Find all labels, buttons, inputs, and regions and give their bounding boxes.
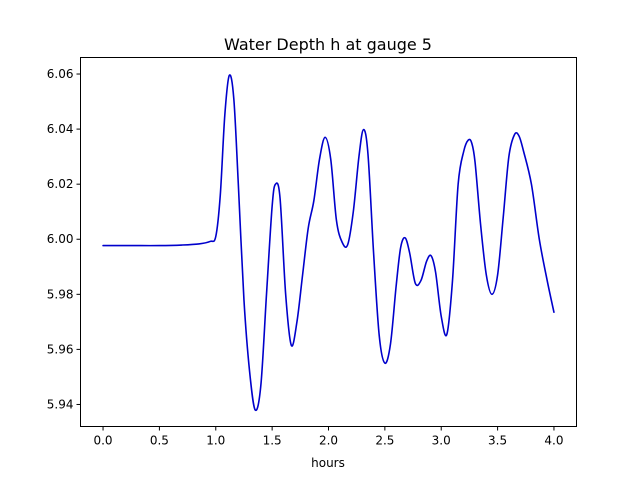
x-tick-label: 3.0	[432, 434, 451, 448]
x-tick-label: 0.5	[150, 434, 169, 448]
y-tick-label: 6.00	[47, 232, 74, 246]
x-tick-label: 3.5	[488, 434, 507, 448]
x-tick-label: 2.5	[375, 434, 394, 448]
series-line	[102, 74, 555, 412]
x-axis-label: hours	[311, 456, 345, 470]
x-tick-label: 4.0	[544, 434, 563, 448]
x-axis-ticks: 0.0 0.5 1.0 1.5 2.0 2.5 3.0 3.5 4.0	[93, 426, 564, 448]
y-tick-label: 5.98	[47, 287, 74, 301]
x-tick-label: 2.0	[319, 434, 338, 448]
y-axis-ticks: 5.94 5.96 5.98 6.00 6.02 6.04 6.06	[47, 67, 81, 411]
x-tick-label: 1.5	[263, 434, 282, 448]
plot-area-frame	[80, 57, 577, 427]
y-tick-label: 5.96	[47, 342, 74, 356]
y-tick-label: 6.02	[47, 177, 74, 191]
y-tick-label: 6.06	[47, 67, 74, 81]
x-tick-label: 1.0	[206, 434, 225, 448]
x-tick-label: 0.0	[93, 434, 112, 448]
series-group	[102, 74, 555, 412]
y-tick-label: 6.04	[47, 122, 74, 136]
y-tick-label: 5.94	[47, 397, 74, 411]
chart-title: Water Depth h at gauge 5	[224, 35, 432, 54]
